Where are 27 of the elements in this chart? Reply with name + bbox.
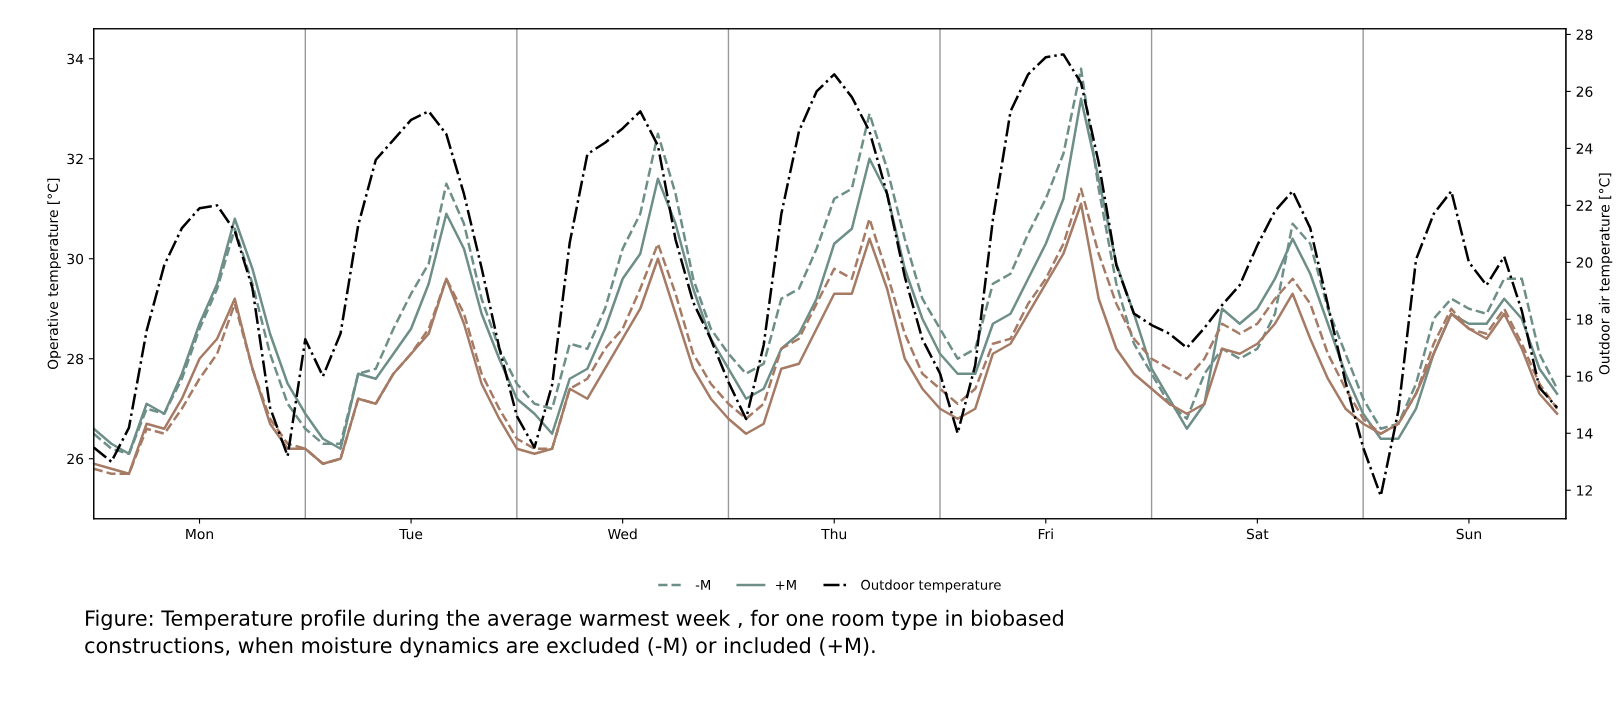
y2-tick-label: 24 bbox=[1576, 143, 1593, 154]
y2-tick-label: 22 bbox=[1576, 200, 1592, 211]
y2-tick-label: 28 bbox=[1576, 29, 1593, 40]
x-tick-label: Sat bbox=[1246, 528, 1269, 540]
legend-label: -M bbox=[695, 580, 711, 590]
y2-axis-title: Outdoor air temperature [°C] bbox=[1598, 173, 1613, 375]
y-tick-label: 32 bbox=[67, 153, 83, 165]
y2-tick-label: 14 bbox=[1577, 428, 1593, 439]
x-tick-label: Mon bbox=[186, 528, 213, 540]
y-tick-label: 28 bbox=[67, 353, 84, 365]
y-tick-label: 30 bbox=[67, 253, 84, 265]
x-tick-label: Thu bbox=[821, 528, 847, 540]
legend-label: +M bbox=[776, 580, 796, 590]
legend-label: Outdoor temperature bbox=[861, 579, 1001, 593]
text: Figure: Temperature profile during the average warmest week , for one room type in biobased constructions, when moisture dynamics are excluded (-M) or included (+M). bbox=[85, 609, 1063, 658]
y-tick-label: 26 bbox=[67, 453, 84, 465]
y2-tick-label: 16 bbox=[1577, 371, 1593, 382]
x-tick-label: Tue bbox=[399, 528, 423, 540]
y2-tick-label: 26 bbox=[1576, 86, 1593, 97]
y-tick-label: 34 bbox=[67, 53, 84, 65]
x-tick-label: Wed bbox=[607, 528, 637, 540]
x-tick-label: Fri bbox=[1038, 528, 1053, 540]
x-tick-label: Sun bbox=[1456, 528, 1481, 540]
y2-tick-label: 12 bbox=[1577, 485, 1592, 496]
y2-tick-label: 20 bbox=[1576, 257, 1593, 268]
y2-tick-label: 18 bbox=[1577, 314, 1593, 325]
y-axis-title: Operative temperature [°C] bbox=[47, 178, 61, 370]
